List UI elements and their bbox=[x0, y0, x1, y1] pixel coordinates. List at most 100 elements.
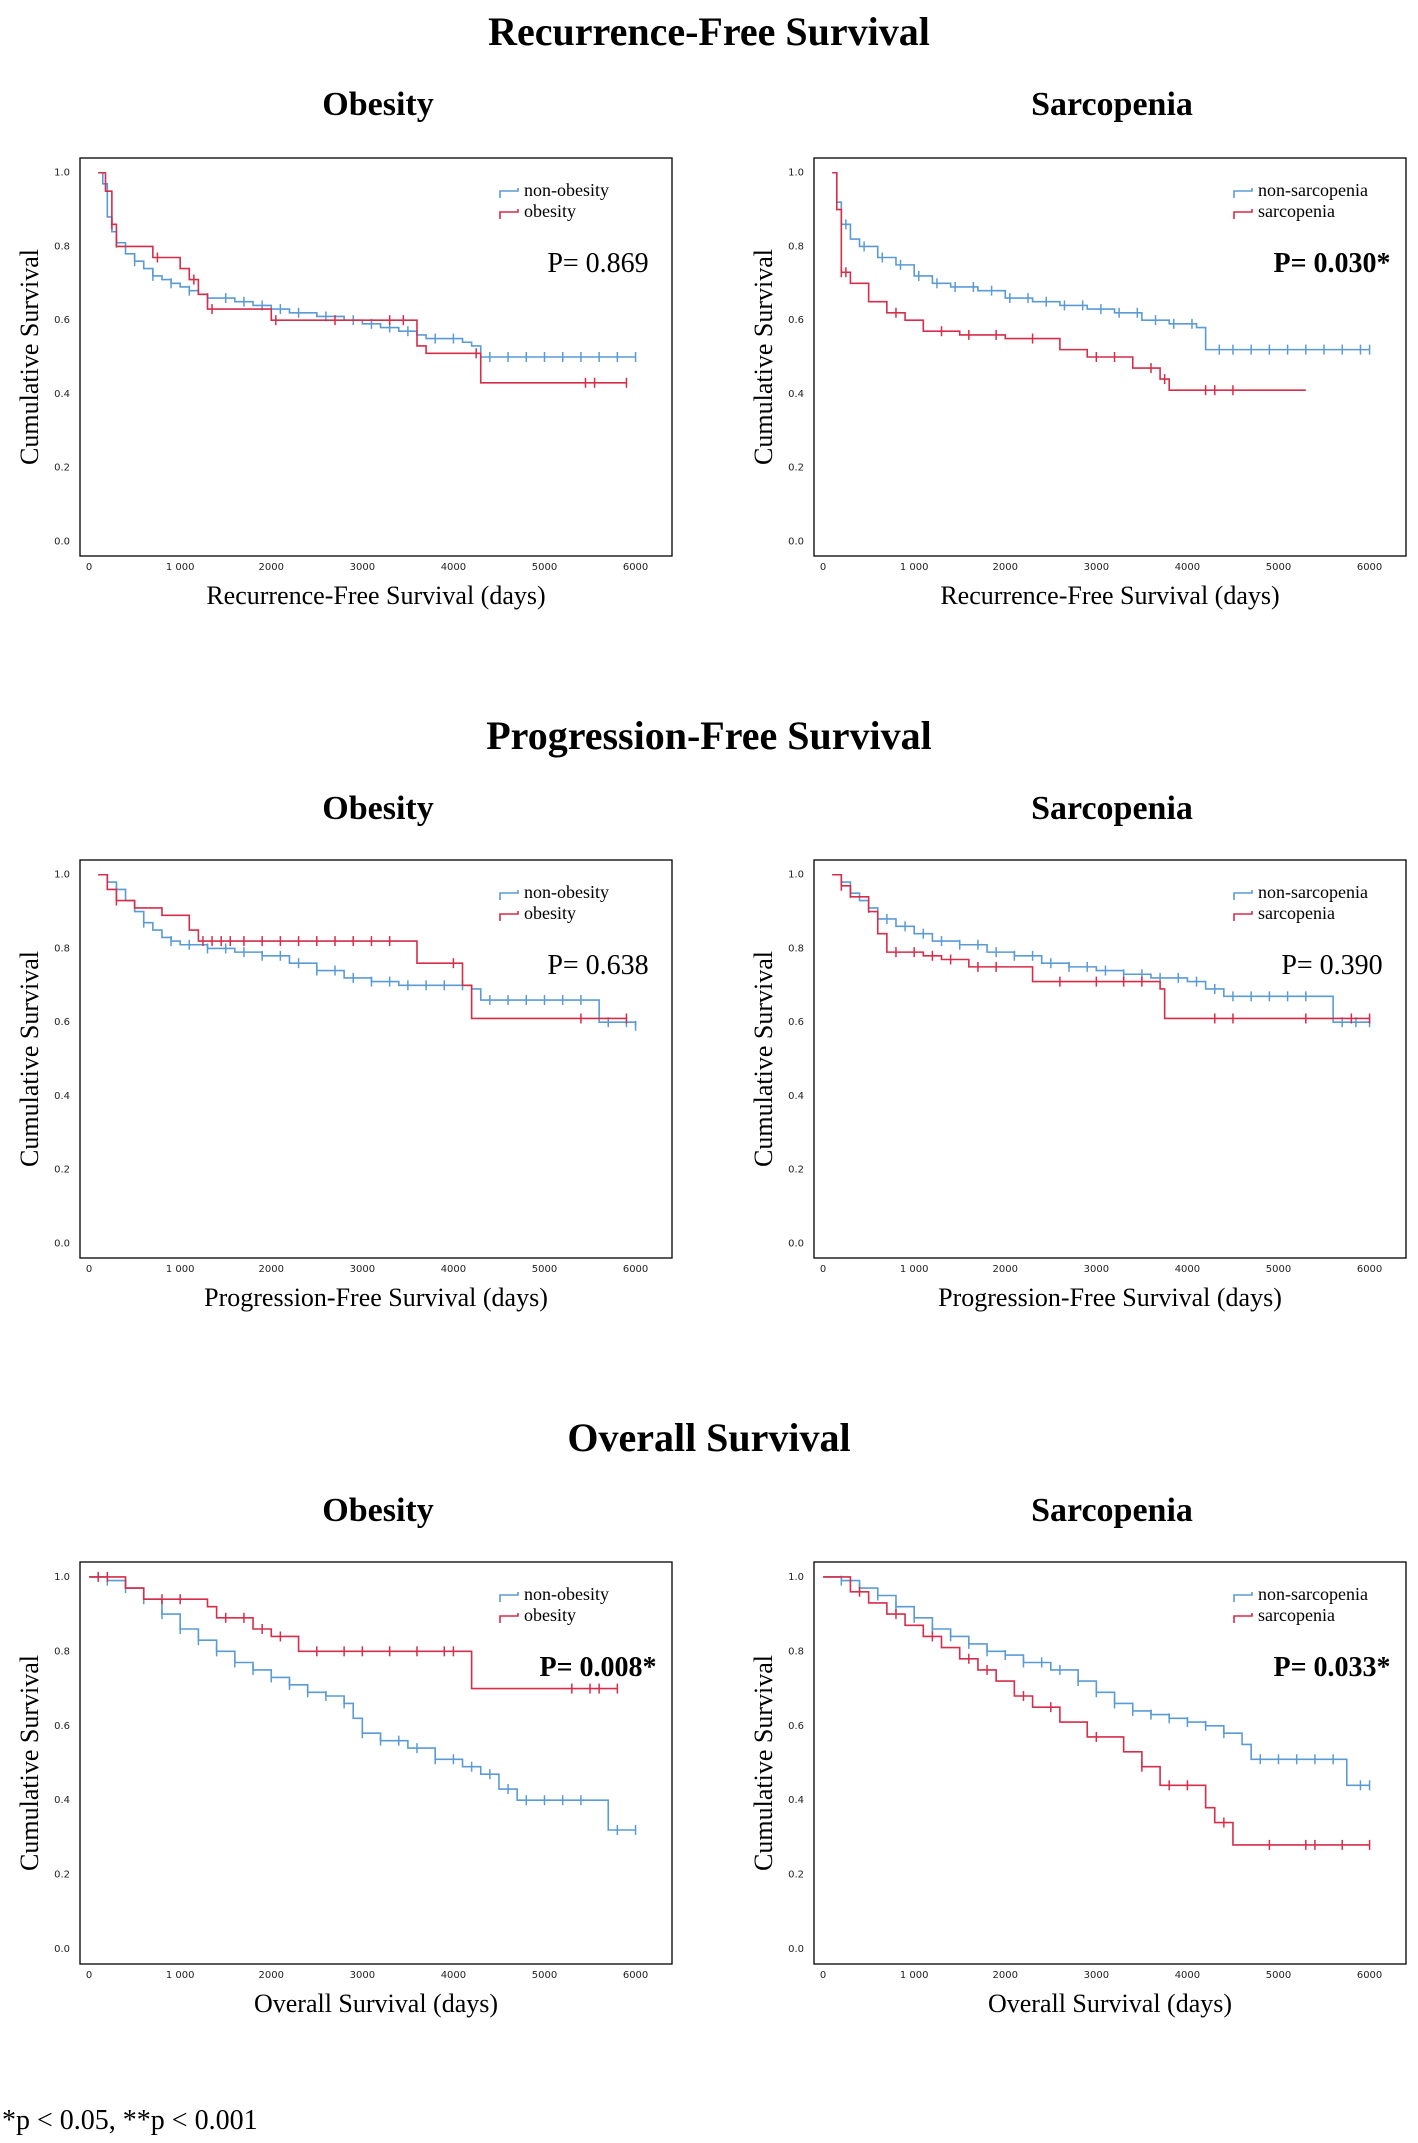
survival-curve-obesity bbox=[89, 1576, 618, 1690]
y-tick-label: 0.2 bbox=[788, 1870, 804, 1881]
legend-symbol-non-sarcopenia bbox=[1233, 1592, 1253, 1602]
x-axis-title: Progression-Free Survival (days) bbox=[204, 1283, 548, 1312]
legend-label-sarcopenia: sarcopenia bbox=[1258, 1605, 1335, 1625]
x-tick-label: 2000 bbox=[993, 1970, 1018, 1981]
y-axis-title: Cumulative Survival bbox=[749, 1655, 778, 1871]
x-tick-label: 3000 bbox=[350, 1264, 375, 1275]
legend-symbol-sarcopenia bbox=[1233, 911, 1253, 921]
legend-label-obesity: obesity bbox=[524, 201, 576, 221]
panel-title-pfs-obesity: Obesity bbox=[322, 790, 434, 827]
legend-label-non-sarcopenia: non-sarcopenia bbox=[1258, 1584, 1368, 1604]
p-value-label: P= 0.638 bbox=[547, 950, 648, 981]
legend-symbol-obesity bbox=[499, 1613, 519, 1623]
x-tick-label: 0 bbox=[86, 1970, 92, 1981]
section-title-rfs: Recurrence-Free Survival bbox=[488, 9, 930, 54]
legend-symbol-non-obesity bbox=[499, 188, 519, 198]
x-tick-label: 5000 bbox=[532, 562, 557, 573]
y-tick-label: 0.6 bbox=[788, 315, 804, 326]
y-axis-title: Cumulative Survival bbox=[15, 1655, 44, 1871]
legend-symbol-sarcopenia bbox=[1233, 1613, 1253, 1623]
y-tick-label: 0.2 bbox=[54, 1870, 70, 1881]
x-tick-label: 4000 bbox=[441, 1264, 466, 1275]
survival-curve-obesity bbox=[98, 171, 627, 384]
legend-label-non-obesity: non-obesity bbox=[524, 180, 609, 200]
y-tick-label: 1.0 bbox=[788, 1572, 804, 1583]
x-tick-label: 5000 bbox=[1266, 1970, 1291, 1981]
x-tick-label: 0 bbox=[86, 562, 92, 573]
y-tick-label: 0.0 bbox=[788, 1944, 804, 1955]
y-tick-label: 0.2 bbox=[788, 1165, 804, 1176]
x-tick-label: 6000 bbox=[623, 1264, 648, 1275]
x-axis-title: Recurrence-Free Survival (days) bbox=[206, 581, 545, 610]
survival-curve-obesity bbox=[98, 873, 627, 1020]
x-tick-label: 6000 bbox=[1357, 1264, 1382, 1275]
y-tick-label: 0.4 bbox=[54, 389, 70, 400]
km-chart-svg: 0.0 0.2 0.4 0.6 0.8 1.0 0 1 000 2000 3000 4000 5000… bbox=[749, 1561, 1407, 2018]
y-axis-title: Cumulative Survival bbox=[749, 249, 778, 465]
y-tick-label: 1.0 bbox=[54, 870, 70, 881]
y-tick-label: 0.0 bbox=[788, 536, 804, 547]
km-chart-svg: 0.0 0.2 0.4 0.6 0.8 1.0 0 1 000 2000 3000 4000 5000… bbox=[15, 157, 673, 610]
km-chart-svg: 0.0 0.2 0.4 0.6 0.8 1.0 0 1 000 2000 3000 4000 5000… bbox=[15, 1561, 673, 2018]
survival-curve-sarcopenia bbox=[832, 171, 1306, 391]
y-tick-label: 0.4 bbox=[788, 389, 804, 400]
y-tick-label: 0.2 bbox=[54, 1165, 70, 1176]
chart-rfs-obesity: 0.0 0.2 0.4 0.6 0.8 1.0 0 1 000 2000 3000 4000 5000… bbox=[8, 152, 676, 632]
legend-label-non-sarcopenia: non-sarcopenia bbox=[1258, 882, 1368, 902]
y-tick-label: 0.8 bbox=[54, 241, 70, 252]
y-tick-label: 1.0 bbox=[54, 1572, 70, 1583]
section-title-pfs: Progression-Free Survival bbox=[486, 713, 932, 758]
x-tick-label: 1 000 bbox=[900, 562, 929, 573]
km-chart-svg: 0.0 0.2 0.4 0.6 0.8 1.0 0 1 000 2000 3000 4000 5000… bbox=[749, 157, 1407, 610]
p-value-label: P= 0.008* bbox=[539, 1652, 656, 1683]
x-tick-label: 1 000 bbox=[900, 1264, 929, 1275]
y-tick-label: 1.0 bbox=[788, 168, 804, 179]
y-tick-label: 0.8 bbox=[54, 1646, 70, 1657]
x-tick-label: 4000 bbox=[441, 1970, 466, 1981]
x-tick-label: 3000 bbox=[1084, 1264, 1109, 1275]
plot-frame bbox=[813, 157, 1407, 557]
y-tick-label: 0.8 bbox=[54, 943, 70, 954]
x-tick-label: 4000 bbox=[1175, 562, 1200, 573]
x-tick-label: 0 bbox=[820, 562, 826, 573]
x-tick-label: 2000 bbox=[993, 1264, 1018, 1275]
x-tick-label: 5000 bbox=[532, 1264, 557, 1275]
x-tick-label: 6000 bbox=[623, 562, 648, 573]
legend-symbol-non-sarcopenia bbox=[1233, 188, 1253, 198]
x-axis-title: Overall Survival (days) bbox=[254, 1989, 498, 2018]
y-tick-label: 0.2 bbox=[788, 463, 804, 474]
x-tick-label: 0 bbox=[820, 1970, 826, 1981]
y-tick-label: 0.6 bbox=[54, 315, 70, 326]
legend-symbol-obesity bbox=[499, 911, 519, 921]
y-axis-title: Cumulative Survival bbox=[15, 249, 44, 465]
x-tick-label: 5000 bbox=[532, 1970, 557, 1981]
significance-footnote: *p < 0.05, **p < 0.001 bbox=[2, 2105, 258, 2136]
p-value-label: P= 0.869 bbox=[547, 248, 648, 279]
x-axis-title: Recurrence-Free Survival (days) bbox=[940, 581, 1279, 610]
chart-pfs-sarcopenia: 0.0 0.2 0.4 0.6 0.8 1.0 0 1 000 2000 3000 4000 5000… bbox=[742, 854, 1410, 1334]
km-chart-svg: 0.0 0.2 0.4 0.6 0.8 1.0 0 1 000 2000 3000 4000 5000… bbox=[15, 859, 673, 1312]
y-tick-label: 0.6 bbox=[54, 1017, 70, 1028]
x-tick-label: 6000 bbox=[623, 1970, 648, 1981]
y-tick-label: 0.0 bbox=[54, 536, 70, 547]
x-tick-label: 2000 bbox=[259, 562, 284, 573]
chart-os-obesity: 0.0 0.2 0.4 0.6 0.8 1.0 0 1 000 2000 3000 4000 5000… bbox=[8, 1556, 676, 2040]
y-tick-label: 0.0 bbox=[788, 1238, 804, 1249]
x-tick-label: 1 000 bbox=[166, 1970, 195, 1981]
x-tick-label: 1 000 bbox=[900, 1970, 929, 1981]
y-tick-label: 0.0 bbox=[54, 1944, 70, 1955]
y-tick-label: 0.8 bbox=[788, 241, 804, 252]
y-tick-label: 0.6 bbox=[788, 1017, 804, 1028]
legend-label-obesity: obesity bbox=[524, 903, 576, 923]
km-chart-svg: 0.0 0.2 0.4 0.6 0.8 1.0 0 1 000 2000 3000 4000 5000… bbox=[749, 859, 1407, 1312]
x-tick-label: 4000 bbox=[441, 562, 466, 573]
plot-frame bbox=[79, 859, 673, 1259]
x-tick-label: 3000 bbox=[350, 562, 375, 573]
x-tick-label: 4000 bbox=[1175, 1264, 1200, 1275]
x-tick-label: 2000 bbox=[259, 1970, 284, 1981]
x-tick-label: 2000 bbox=[993, 562, 1018, 573]
legend-label-sarcopenia: sarcopenia bbox=[1258, 201, 1335, 221]
x-tick-label: 5000 bbox=[1266, 1264, 1291, 1275]
plot-frame bbox=[79, 1561, 673, 1965]
plot-frame bbox=[79, 157, 673, 557]
